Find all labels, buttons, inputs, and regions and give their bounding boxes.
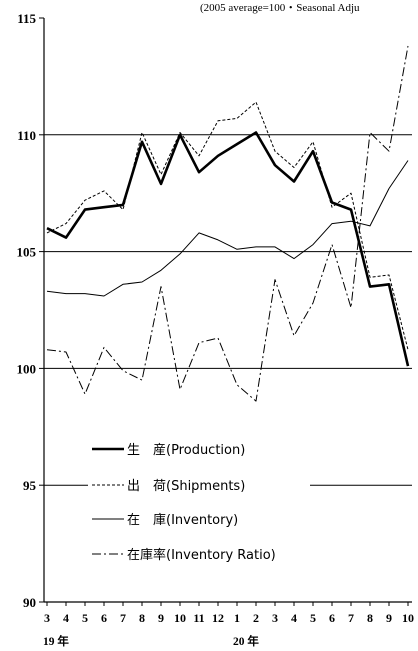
x-tick-labels: 3 4 5 6 7 8 9 10 11 12 1 2 3 4 5 6 7 8 9 10 [44, 611, 414, 625]
x-tick-label: 7 [120, 611, 126, 625]
x-tick-label: 6 [329, 611, 335, 625]
series-line-inventory_ratio [46, 45, 409, 402]
x-tick-label: 4 [291, 611, 297, 625]
x-tick-label: 9 [158, 611, 164, 625]
x-tick-label: 3 [44, 611, 50, 625]
x-tick-label: 5 [310, 611, 316, 625]
y-tick-label: 100 [17, 361, 37, 376]
x-tick-label: 6 [101, 611, 107, 625]
y-tick-label: 90 [23, 595, 36, 610]
x-tick-label: 8 [367, 611, 373, 625]
legend-label-production: 生 産(Production) [127, 442, 245, 458]
axes [39, 17, 412, 606]
y-tick-label: 115 [17, 11, 36, 26]
x-tick-label: 8 [139, 611, 145, 625]
legend-label-inventory_ratio: 在庫率(Inventory Ratio) [127, 547, 276, 563]
x-tick-label: 1 [234, 611, 240, 625]
legend-label-shipments: 出 荷(Shipments) [127, 479, 245, 494]
chart-note: (2005 average=100・Seasonal Adju [200, 2, 360, 14]
legend-label-inventory: 在 庫(Inventory) [127, 513, 238, 528]
year-label: 20 年 [233, 634, 259, 648]
x-tick-label: 9 [386, 611, 392, 625]
x-tick-label: 10 [402, 611, 414, 625]
series-line-shipments [46, 101, 409, 350]
y-tick-label: 95 [23, 478, 37, 493]
year-label: 19 年 [43, 634, 69, 648]
y-tick-label: 110 [17, 128, 36, 143]
legend-box [88, 432, 310, 566]
x-tick-label: 7 [348, 611, 354, 625]
x-tick-label: 4 [63, 611, 69, 625]
x-tick-label: 2 [253, 611, 259, 625]
series-line-production [46, 131, 410, 367]
x-tick-label: 3 [272, 611, 278, 625]
legend: 生 産(Production) 出 荷(Shipments) 在 庫(Invento… [88, 432, 310, 566]
x-tick-label: 11 [193, 611, 204, 625]
x-tick-label: 12 [212, 611, 224, 625]
x-tick-label: 5 [82, 611, 88, 625]
series-lines [46, 45, 410, 402]
series-line-inventory [46, 160, 409, 297]
y-tick-label: 105 [17, 245, 37, 260]
year-labels: 19 年 20 年 [43, 634, 259, 648]
y-tick-labels: 90 95 100 105 110 115 [17, 11, 37, 610]
x-tick-label: 10 [174, 611, 186, 625]
